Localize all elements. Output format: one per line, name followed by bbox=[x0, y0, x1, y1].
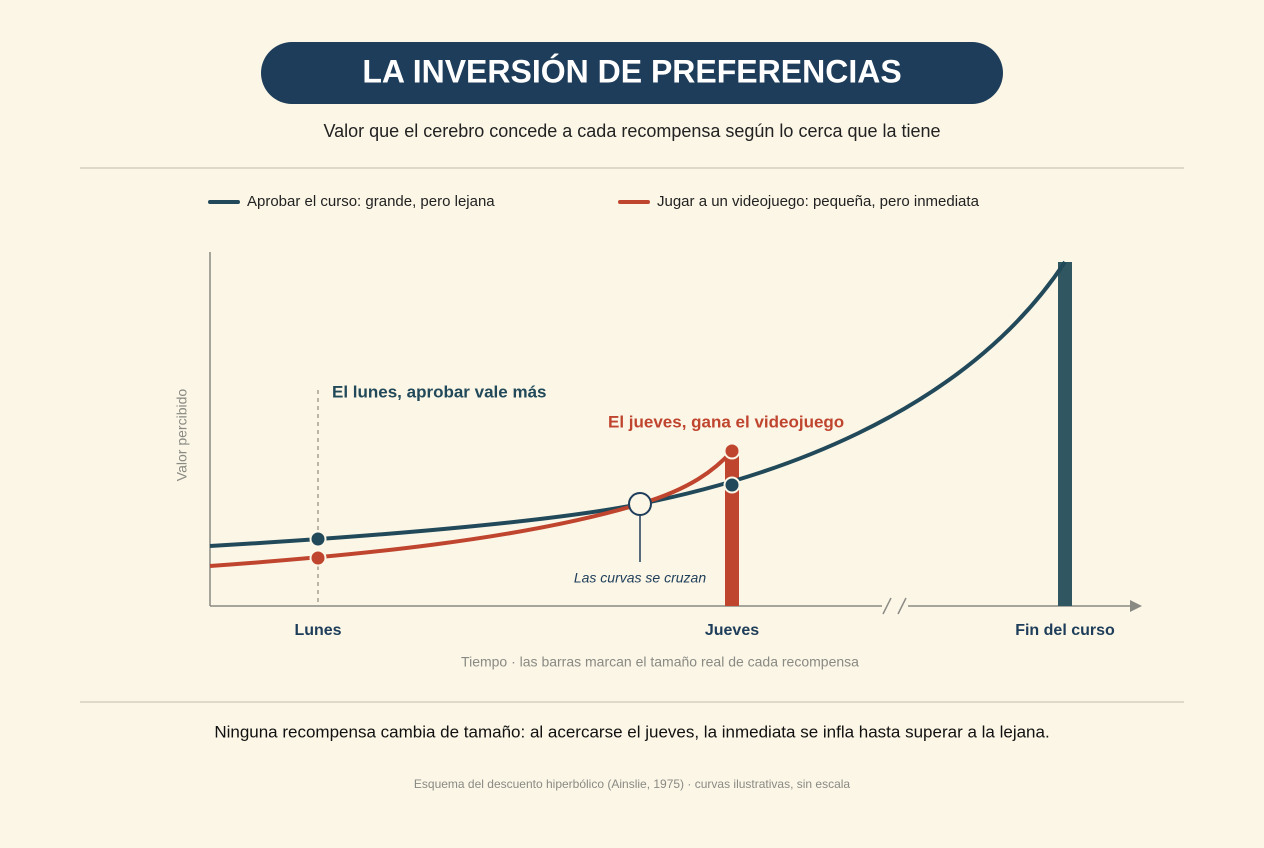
point bbox=[723, 442, 741, 460]
title: LA INVERSIÓN DE PREFERENCIAS bbox=[362, 53, 901, 89]
x-label: Fin del curso bbox=[1015, 622, 1115, 639]
x-caption: Tiempo · las barras marcan el tamaño rea… bbox=[461, 654, 859, 670]
point bbox=[309, 549, 327, 567]
y-axis-label: Valor percibido bbox=[174, 389, 190, 482]
axis-break bbox=[897, 597, 907, 615]
large-reward-bar bbox=[1058, 262, 1072, 606]
source: Esquema del descuento hiperbólico (Ainsl… bbox=[414, 777, 851, 791]
point bbox=[723, 476, 741, 494]
axis-break bbox=[882, 597, 892, 615]
annotation: Las curvas se cruzan bbox=[574, 570, 706, 586]
small-reward-bar bbox=[725, 451, 739, 606]
annotation: El lunes, aprobar vale más bbox=[332, 382, 546, 401]
crossing-marker bbox=[628, 492, 652, 516]
conclusion: Ninguna recompensa cambia de tamaño: al … bbox=[214, 722, 1049, 741]
point bbox=[309, 530, 327, 548]
title-pill bbox=[261, 42, 1003, 104]
x-label: Lunes bbox=[294, 622, 341, 639]
x-label: Jueves bbox=[705, 622, 759, 639]
legend-label: Jugar a un videojuego: pequeña, pero inm… bbox=[657, 193, 980, 210]
legend-label: Aprobar el curso: grande, pero lejana bbox=[247, 193, 495, 210]
axis-arrow bbox=[1130, 600, 1142, 612]
annotation: El jueves, gana el videojuego bbox=[608, 412, 844, 431]
subtitle: Valor que el cerebro concede a cada reco… bbox=[323, 121, 940, 141]
